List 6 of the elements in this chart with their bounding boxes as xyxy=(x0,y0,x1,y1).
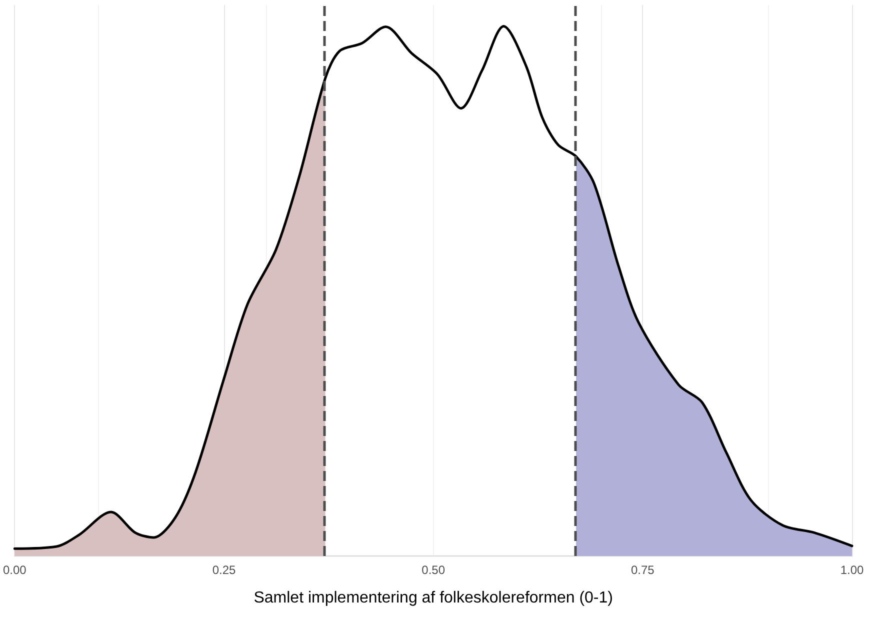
x-axis-title: Samlet implementering af folkeskolereformen (0-1) xyxy=(254,590,613,606)
x-tick-label: 1.00 xyxy=(840,563,864,577)
x-tick-label: 0.50 xyxy=(422,563,446,577)
x-tick-label: 0.25 xyxy=(212,563,236,577)
x-tick-label: 0.75 xyxy=(630,563,655,577)
x-tick-label: 0.00 xyxy=(3,563,27,577)
